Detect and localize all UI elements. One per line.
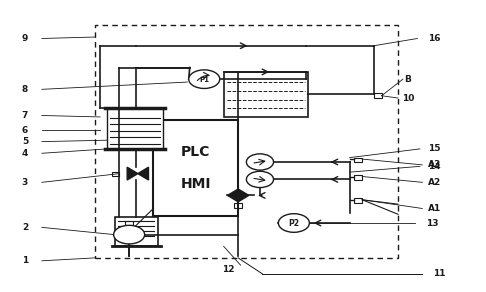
- Polygon shape: [227, 189, 249, 202]
- Text: 8: 8: [22, 85, 28, 94]
- Text: 16: 16: [428, 34, 441, 43]
- Text: 6: 6: [22, 126, 28, 135]
- Polygon shape: [138, 167, 149, 180]
- Circle shape: [189, 70, 220, 88]
- Bar: [224, 72, 309, 117]
- Text: 15: 15: [428, 145, 441, 153]
- Bar: [107, 108, 163, 149]
- Bar: [354, 198, 362, 203]
- Text: 4: 4: [22, 149, 28, 158]
- Text: 10: 10: [401, 93, 414, 102]
- Text: B: B: [404, 75, 411, 84]
- Bar: [125, 221, 134, 226]
- Bar: [374, 93, 382, 98]
- Text: 2: 2: [22, 223, 28, 232]
- Bar: [154, 120, 238, 216]
- Circle shape: [246, 154, 274, 170]
- Polygon shape: [127, 167, 138, 180]
- Text: 7: 7: [22, 111, 28, 120]
- Bar: [354, 175, 362, 180]
- Text: A3: A3: [428, 160, 441, 169]
- Text: HMI: HMI: [180, 177, 211, 191]
- Text: 3: 3: [22, 178, 28, 187]
- Circle shape: [114, 225, 145, 244]
- Text: 9: 9: [22, 34, 28, 43]
- Text: 13: 13: [426, 218, 438, 227]
- Bar: [115, 217, 158, 246]
- Circle shape: [246, 171, 274, 187]
- Bar: [112, 172, 119, 176]
- Text: 14: 14: [428, 162, 441, 171]
- Text: A2: A2: [428, 178, 441, 187]
- Text: P2: P2: [288, 218, 299, 227]
- Text: 5: 5: [22, 137, 28, 146]
- Text: PLC: PLC: [181, 145, 210, 159]
- Text: 12: 12: [222, 265, 235, 274]
- Text: 11: 11: [433, 269, 446, 278]
- Text: P1: P1: [199, 77, 209, 83]
- Text: A1: A1: [428, 204, 441, 213]
- Bar: [354, 158, 362, 162]
- Bar: [95, 25, 398, 258]
- Circle shape: [278, 214, 310, 232]
- Bar: [234, 203, 242, 208]
- Text: 1: 1: [22, 256, 28, 265]
